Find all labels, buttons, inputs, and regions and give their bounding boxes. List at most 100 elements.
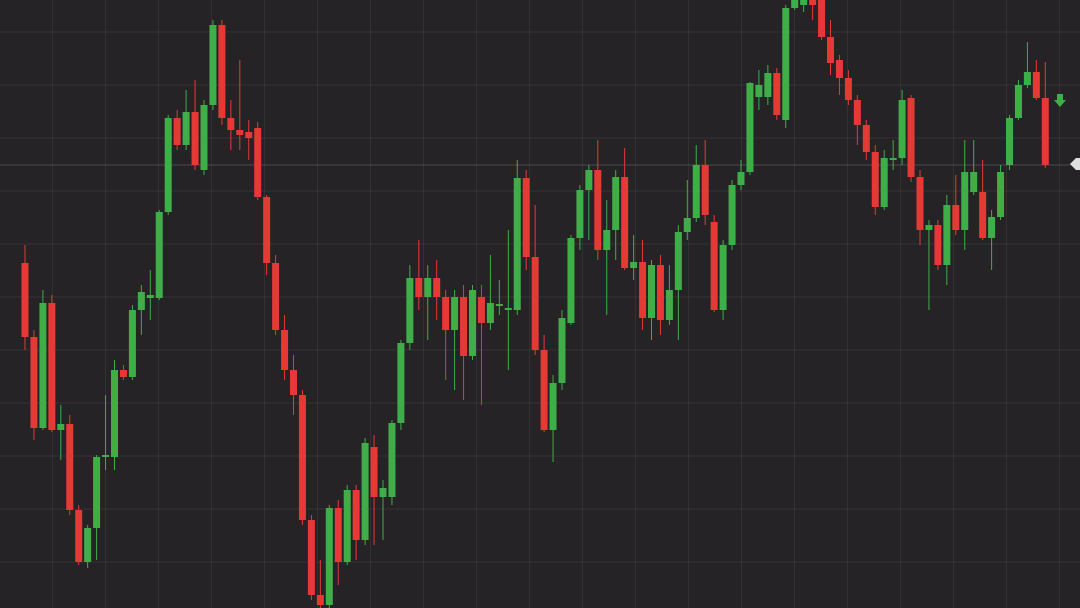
candle-body [370, 447, 378, 497]
candle-body [558, 318, 566, 383]
candle-body [970, 172, 978, 192]
candle-body [961, 172, 969, 230]
candle-body [862, 125, 870, 152]
candle-body [352, 490, 360, 540]
candle-body [146, 295, 154, 298]
candle-body [334, 508, 342, 562]
candle-body [880, 158, 888, 207]
candle-body [522, 178, 530, 257]
candle-body [701, 165, 709, 215]
candle-body [612, 177, 620, 230]
candle-body [853, 100, 861, 125]
candle-body [907, 98, 915, 177]
candle-body [827, 37, 834, 63]
candle-body [773, 73, 781, 115]
candle-body [585, 170, 593, 190]
candle-body [75, 510, 83, 562]
candle-body [639, 262, 647, 318]
candle-body [979, 192, 987, 238]
candle-body [692, 165, 700, 218]
candle-body [594, 170, 602, 250]
candle-body [630, 262, 638, 268]
candle-body [746, 83, 754, 172]
candle-body [155, 212, 163, 298]
candle-body [513, 178, 521, 310]
candle-body [818, 0, 826, 37]
candle-body [495, 304, 503, 306]
candle-body [388, 423, 396, 497]
candle-body [424, 278, 432, 297]
candle-body [952, 205, 960, 230]
candle-body [66, 424, 74, 510]
candle-body [182, 112, 190, 145]
candle-body [621, 177, 629, 268]
candle-body [128, 310, 136, 377]
candle-body [1041, 98, 1049, 165]
candle-body [21, 263, 29, 337]
candle-body [898, 100, 906, 158]
candle-body [57, 424, 65, 430]
candle-body [272, 263, 280, 330]
candle-body [567, 238, 575, 323]
candle-body [191, 112, 199, 165]
candle-body [504, 308, 512, 310]
candle-body [137, 292, 145, 310]
candle-body [227, 118, 235, 130]
candle-body [988, 217, 996, 238]
candle-body [281, 330, 289, 370]
signal-arrow [1054, 94, 1066, 107]
candle-body [316, 595, 324, 605]
candle-body [683, 218, 691, 232]
candle-body [656, 265, 664, 320]
candle-body [415, 278, 423, 297]
candle-body [576, 190, 584, 238]
candle-body [397, 343, 405, 423]
candle-body [603, 230, 611, 250]
candle-body [871, 152, 879, 207]
candle-body [710, 222, 718, 310]
candle-body [889, 158, 897, 160]
candle-body [844, 78, 852, 100]
candle-body [1006, 118, 1013, 165]
candle-body [486, 303, 494, 323]
candle-body [325, 508, 333, 605]
candle-body [791, 0, 799, 8]
candles [21, 0, 1049, 608]
candle-body [263, 197, 271, 263]
price-marker [1070, 158, 1080, 170]
candle-body [406, 278, 414, 343]
candle-body [254, 128, 262, 197]
candle-body [200, 105, 208, 170]
candle-body [379, 488, 387, 497]
candle-body [218, 25, 226, 118]
candle-body [111, 370, 118, 457]
candle-body [361, 443, 369, 540]
candle-body [782, 8, 790, 120]
candle-body [728, 185, 736, 245]
candle-body [30, 337, 38, 428]
candle-body [997, 172, 1005, 217]
candle-body [451, 297, 459, 330]
candle-body [469, 290, 476, 356]
candle-body [48, 303, 56, 430]
candle-body [665, 290, 673, 320]
candle-body [173, 118, 181, 145]
candle-body [290, 370, 297, 395]
candle-body [236, 130, 244, 135]
candle-body [835, 60, 843, 78]
grid [0, 31, 1080, 563]
candle-body [209, 25, 217, 105]
candle-body [307, 520, 315, 595]
candle-body [934, 225, 942, 265]
candle-body [39, 303, 47, 428]
candle-body [343, 490, 351, 562]
candle-body [719, 245, 727, 310]
candle-body [549, 383, 557, 430]
candle-body [245, 132, 253, 138]
candle-body [648, 265, 655, 318]
candle-body [800, 0, 808, 5]
candle-body [119, 370, 127, 377]
candle-body [540, 350, 548, 430]
candle-body [84, 528, 92, 562]
